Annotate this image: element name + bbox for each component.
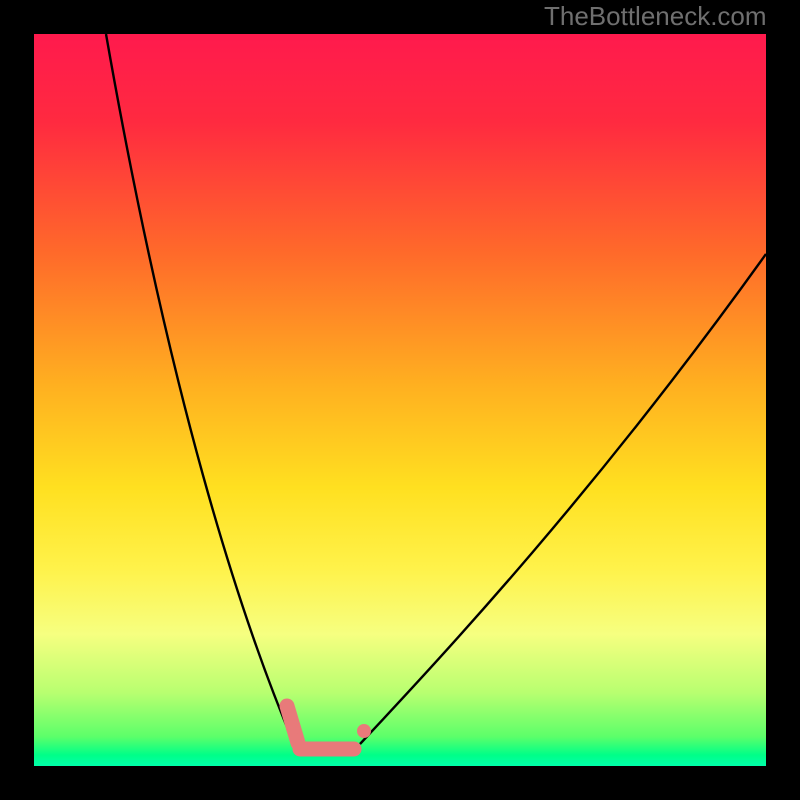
- plot-area: [34, 34, 766, 766]
- watermark-text: TheBottleneck.com: [544, 1, 767, 32]
- data-markers: [34, 34, 766, 766]
- marker-dot-left: [286, 721, 300, 735]
- marker-dot-right: [357, 724, 371, 738]
- chart-canvas: TheBottleneck.com: [0, 0, 800, 800]
